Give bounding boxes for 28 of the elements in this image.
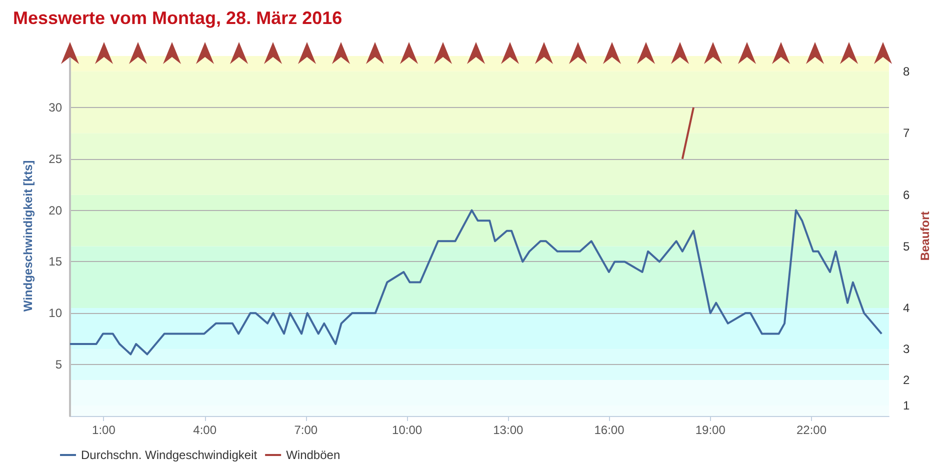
legend-label: Durchschn. Windgeschwindigkeit bbox=[81, 448, 258, 462]
y-tick-label: 10 bbox=[48, 306, 62, 320]
y-tick-label: 30 bbox=[48, 100, 62, 114]
chart-title: Messwerte vom Montag, 28. März 2016 bbox=[13, 8, 342, 28]
y2-axis-title: Beaufort bbox=[918, 211, 932, 261]
y-tick-label: 15 bbox=[48, 254, 62, 269]
x-tick-label: 4:00 bbox=[193, 423, 217, 437]
y-axis-title: Windgeschwindigkeit [kts] bbox=[21, 160, 35, 312]
y-tick-label: 25 bbox=[48, 152, 62, 166]
x-tick-label: 7:00 bbox=[294, 423, 318, 437]
line-series bbox=[69, 209, 883, 356]
band-label: 1 bbox=[903, 398, 910, 413]
band-label: 8 bbox=[903, 64, 910, 78]
x-tick-label: 19:00 bbox=[695, 423, 726, 437]
x-tick-label: 1:00 bbox=[92, 423, 116, 437]
band-label: 4 bbox=[903, 301, 910, 315]
band-label: 6 bbox=[903, 188, 910, 202]
band-label: 3 bbox=[903, 342, 910, 356]
y-tick-label: 5 bbox=[55, 358, 62, 372]
band-label: 2 bbox=[903, 373, 910, 387]
band-label: 7 bbox=[903, 126, 910, 140]
y-tick-label: 20 bbox=[48, 203, 62, 218]
x-tick-label: 10:00 bbox=[392, 423, 422, 437]
band-label: 5 bbox=[903, 239, 910, 254]
x-tick-label: 13:00 bbox=[493, 423, 524, 437]
x-tick-label: 16:00 bbox=[594, 423, 625, 437]
x-tick-label: 22:00 bbox=[796, 423, 827, 437]
legend-label: Windböen bbox=[286, 448, 340, 462]
